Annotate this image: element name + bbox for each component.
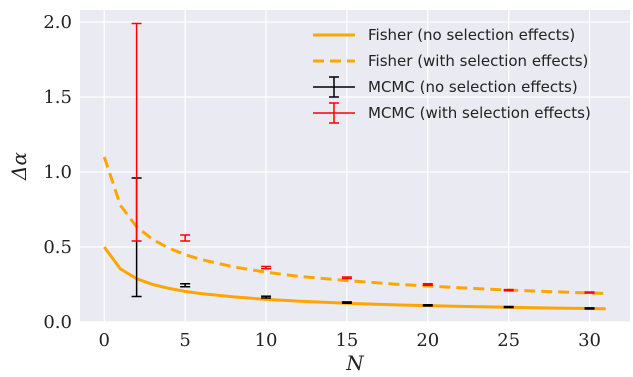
y-tick-label: 1.0 — [43, 162, 72, 183]
grid — [80, 10, 630, 323]
legend-label: Fisher (no selection effects) — [368, 26, 575, 44]
x-tick-label: 0 — [99, 330, 110, 351]
errorbar-3-6 — [584, 291, 595, 294]
x-tick-label: 30 — [578, 330, 601, 351]
y-tick-label: 0.5 — [43, 237, 72, 258]
y-tick-label: 2.0 — [43, 12, 72, 33]
errorbar-3-4 — [422, 283, 433, 286]
errorbar-3-5 — [503, 288, 514, 292]
legend-label: MCMC (no selection effects) — [368, 78, 578, 96]
errorbar-2-1 — [180, 283, 191, 288]
x-axis-ticks: 0 5 10 15 20 25 30 — [99, 330, 601, 351]
legend: Fisher (no selection effects) Fisher (wit… — [313, 26, 591, 124]
x-axis-label: N — [345, 351, 365, 375]
series-line-0 — [103, 246, 606, 311]
x-tick-label: 25 — [497, 330, 520, 351]
series-group — [102, 22, 606, 311]
legend-label: Fisher (with selection effects) — [368, 52, 588, 70]
y-axis-label: Δα — [7, 152, 31, 181]
y-axis-ticks: 0.0 0.5 1.0 1.5 2.0 — [43, 12, 72, 333]
x-tick-label: 15 — [335, 330, 358, 351]
errorbar-2-3 — [341, 301, 352, 304]
y-tick-label: 0.0 — [43, 312, 72, 333]
legend-item-0: Fisher (no selection effects) — [313, 26, 575, 44]
errorbar-2-6 — [584, 307, 595, 310]
errorbar-3-0 — [131, 22, 142, 242]
x-tick-label: 20 — [416, 330, 439, 351]
x-tick-label: 10 — [255, 330, 278, 351]
legend-item-3: MCMC (with selection effects) — [313, 102, 591, 124]
errorbar-2-4 — [422, 304, 433, 307]
x-tick-label: 5 — [179, 330, 190, 351]
errorbar-3-1 — [180, 234, 191, 242]
errorbar-3-2 — [261, 265, 272, 270]
errorbar-2-5 — [503, 305, 514, 309]
y-tick-label: 1.5 — [43, 87, 72, 108]
series-line-1 — [102, 156, 606, 295]
errorbar-3-3 — [341, 276, 352, 280]
legend-item-2: MCMC (no selection effects) — [313, 76, 578, 98]
legend-label: MCMC (with selection effects) — [368, 104, 591, 122]
legend-item-1: Fisher (with selection effects) — [313, 52, 588, 70]
errorbar-2-2 — [261, 295, 272, 299]
